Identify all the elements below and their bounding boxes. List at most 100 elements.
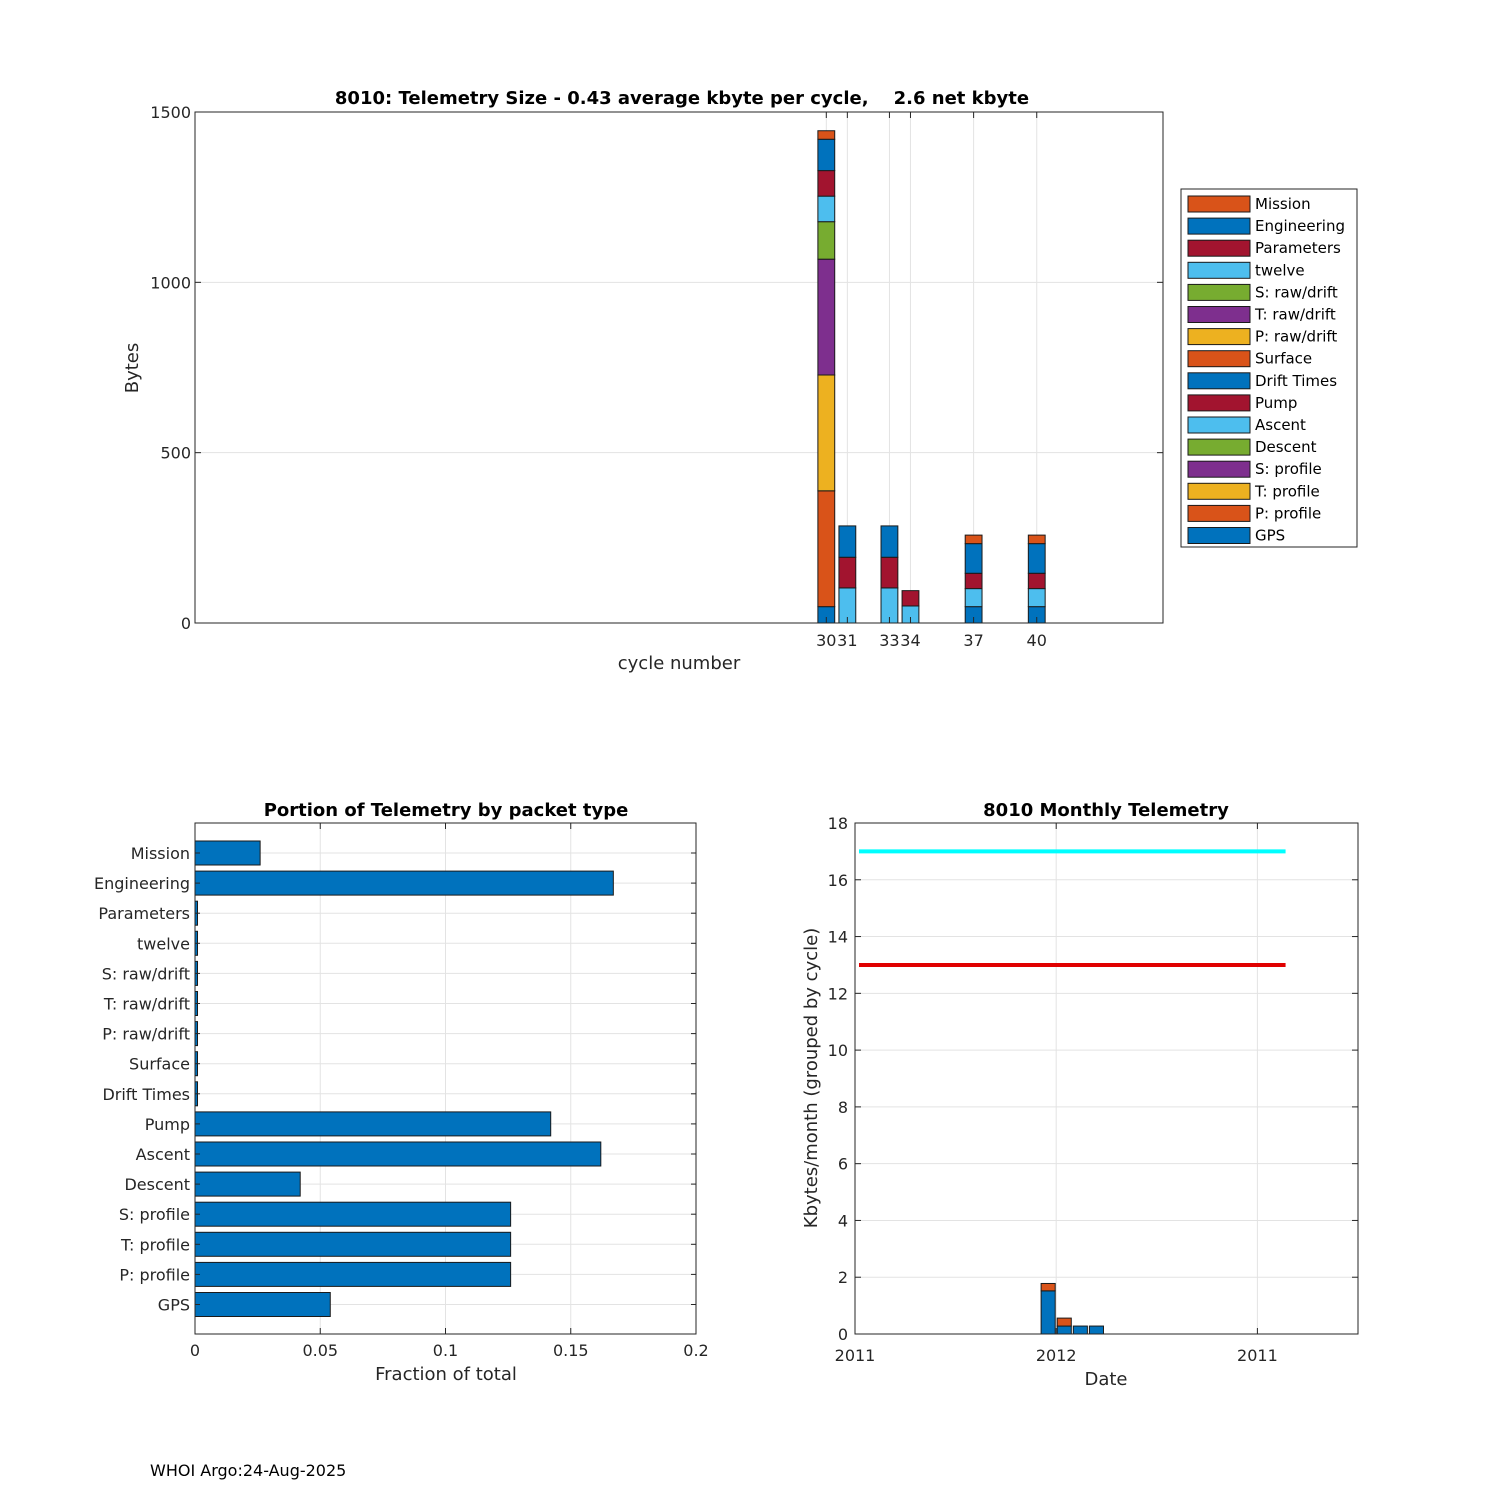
legend-label: Drift Times bbox=[1255, 372, 1337, 390]
y-tick-label: 10 bbox=[828, 1041, 848, 1060]
bar bbox=[194, 870, 614, 896]
y-tick-label: Engineering bbox=[94, 874, 190, 893]
y-tick-label: Pump bbox=[145, 1115, 190, 1134]
y-tick-label: Drift Times bbox=[102, 1085, 190, 1104]
y-tick-label: twelve bbox=[137, 934, 190, 953]
x-tick-label: 0.15 bbox=[553, 1341, 589, 1360]
legend-label: Parameters bbox=[1255, 239, 1341, 257]
bar-segment bbox=[1040, 1282, 1056, 1292]
bar-segment bbox=[880, 525, 899, 558]
bar bbox=[194, 1141, 602, 1167]
legend-label: Pump bbox=[1255, 394, 1297, 412]
limit-lines bbox=[859, 849, 1286, 967]
footer-credit: WHOI Argo:24-Aug-2025 bbox=[150, 1461, 347, 1480]
legend-swatch bbox=[1187, 261, 1251, 279]
y-tick-label: 500 bbox=[160, 444, 191, 463]
bar-segment bbox=[1088, 1325, 1104, 1335]
legend-swatch bbox=[1187, 306, 1251, 323]
legend-swatch bbox=[1187, 350, 1251, 368]
legend-swatch bbox=[1187, 416, 1251, 434]
bar-segment bbox=[817, 138, 836, 172]
bar bbox=[194, 1261, 512, 1287]
y-tick-label: 4 bbox=[838, 1211, 848, 1230]
y-tick-label: 6 bbox=[838, 1155, 848, 1174]
y-tick-label: Mission bbox=[131, 844, 190, 863]
x-axis-label: Fraction of total bbox=[375, 1364, 517, 1385]
chart-title: 8010: Telemetry Size - 0.43 average kbyt… bbox=[335, 88, 1029, 109]
y-tick-label: 0 bbox=[838, 1325, 848, 1344]
x-tick-label: 0 bbox=[190, 1341, 200, 1360]
x-tick-label: 0.2 bbox=[683, 1341, 708, 1360]
grid-lines bbox=[195, 111, 1163, 624]
y-tick-label: 2 bbox=[838, 1268, 848, 1287]
x-tick-label: 0.05 bbox=[302, 1341, 338, 1360]
x-tick-label: 2012 bbox=[1036, 1346, 1077, 1365]
bar-segment bbox=[817, 195, 836, 223]
bar-segment bbox=[817, 258, 836, 376]
bar-segment bbox=[1056, 1325, 1072, 1335]
portion-by-packet-type-chart: 0 0.05 0.1 0.15 0.2 Mission Engineering Paramet… bbox=[94, 800, 709, 1385]
x-tick-label: 31 bbox=[837, 631, 857, 650]
bar-segment bbox=[1027, 534, 1046, 545]
legend-label: T: raw/drift bbox=[1254, 306, 1336, 324]
y-tick-label: 1500 bbox=[150, 103, 191, 122]
x-tick-label: 37 bbox=[963, 631, 983, 650]
bar bbox=[194, 1171, 301, 1197]
legend-swatch bbox=[1187, 372, 1251, 390]
x-tick-label: 40 bbox=[1027, 631, 1047, 650]
bar-segment bbox=[1027, 572, 1046, 590]
bar-segment bbox=[880, 556, 899, 589]
y-tick-label: Descent bbox=[124, 1175, 190, 1194]
legend-swatch bbox=[1187, 460, 1251, 478]
legend-label: Surface bbox=[1255, 350, 1312, 368]
legend-label: Descent bbox=[1255, 438, 1317, 456]
y-tick-label: GPS bbox=[158, 1296, 190, 1315]
y-tick-label: Parameters bbox=[98, 904, 190, 923]
monthly-telemetry-chart: 0 2 4 6 8 10 12 14 16 18 2011 2012 2011 8010 Monthly… bbox=[801, 800, 1359, 1390]
stacked-bars bbox=[817, 130, 1046, 624]
y-ticks: 0 500 1000 1500 bbox=[150, 103, 1163, 633]
monthly-bars bbox=[1040, 1282, 1104, 1335]
legend-label: twelve bbox=[1255, 261, 1305, 279]
y-axis-label: Bytes bbox=[122, 343, 143, 394]
legend-label: S: raw/drift bbox=[1255, 283, 1338, 301]
bar-segment bbox=[817, 490, 836, 608]
chart-title: 8010 Monthly Telemetry bbox=[983, 800, 1229, 821]
axis-ticks: 0 2 4 6 8 10 12 14 16 18 2011 2012 2011 bbox=[828, 814, 1358, 1365]
y-tick-label: 12 bbox=[828, 984, 848, 1003]
bar bbox=[194, 1111, 552, 1137]
legend-swatch bbox=[1187, 438, 1251, 456]
bar-segment bbox=[964, 534, 983, 545]
legend-label: P: raw/drift bbox=[1255, 328, 1337, 346]
legend-label: GPS bbox=[1255, 527, 1285, 545]
x-tick-label: 30 bbox=[816, 631, 836, 650]
legend-label: Ascent bbox=[1255, 416, 1306, 434]
bar bbox=[194, 840, 261, 866]
bar bbox=[194, 1201, 512, 1227]
plot-frame bbox=[194, 111, 1164, 624]
y-tick-label: T: raw/drift bbox=[103, 995, 190, 1014]
bar-segment bbox=[817, 170, 836, 197]
y-tick-label: P: profile bbox=[119, 1265, 190, 1284]
x-tick-label: 2011 bbox=[835, 1346, 876, 1365]
legend-label: T: profile bbox=[1254, 482, 1320, 500]
x-axis-label: Date bbox=[1084, 1369, 1127, 1390]
bar-segment bbox=[1027, 588, 1046, 608]
grid-lines bbox=[854, 822, 1358, 1335]
bar-segment bbox=[901, 590, 920, 607]
legend-label: P: profile bbox=[1255, 504, 1321, 522]
bar-segment bbox=[964, 543, 983, 574]
y-tick-label: S: raw/drift bbox=[102, 964, 190, 983]
y-tick-label: 0 bbox=[181, 614, 191, 633]
bar-segment bbox=[817, 130, 836, 140]
y-tick-label: 18 bbox=[828, 814, 848, 833]
bar-segment bbox=[1027, 543, 1046, 574]
bar-segment bbox=[1072, 1325, 1088, 1335]
legend-swatch bbox=[1187, 328, 1251, 346]
bar-segment bbox=[964, 572, 983, 590]
y-tick-label: S: profile bbox=[119, 1205, 190, 1224]
legend-swatch bbox=[1187, 217, 1251, 235]
x-axis-label: cycle number bbox=[618, 653, 741, 674]
legend-swatch bbox=[1187, 482, 1251, 500]
